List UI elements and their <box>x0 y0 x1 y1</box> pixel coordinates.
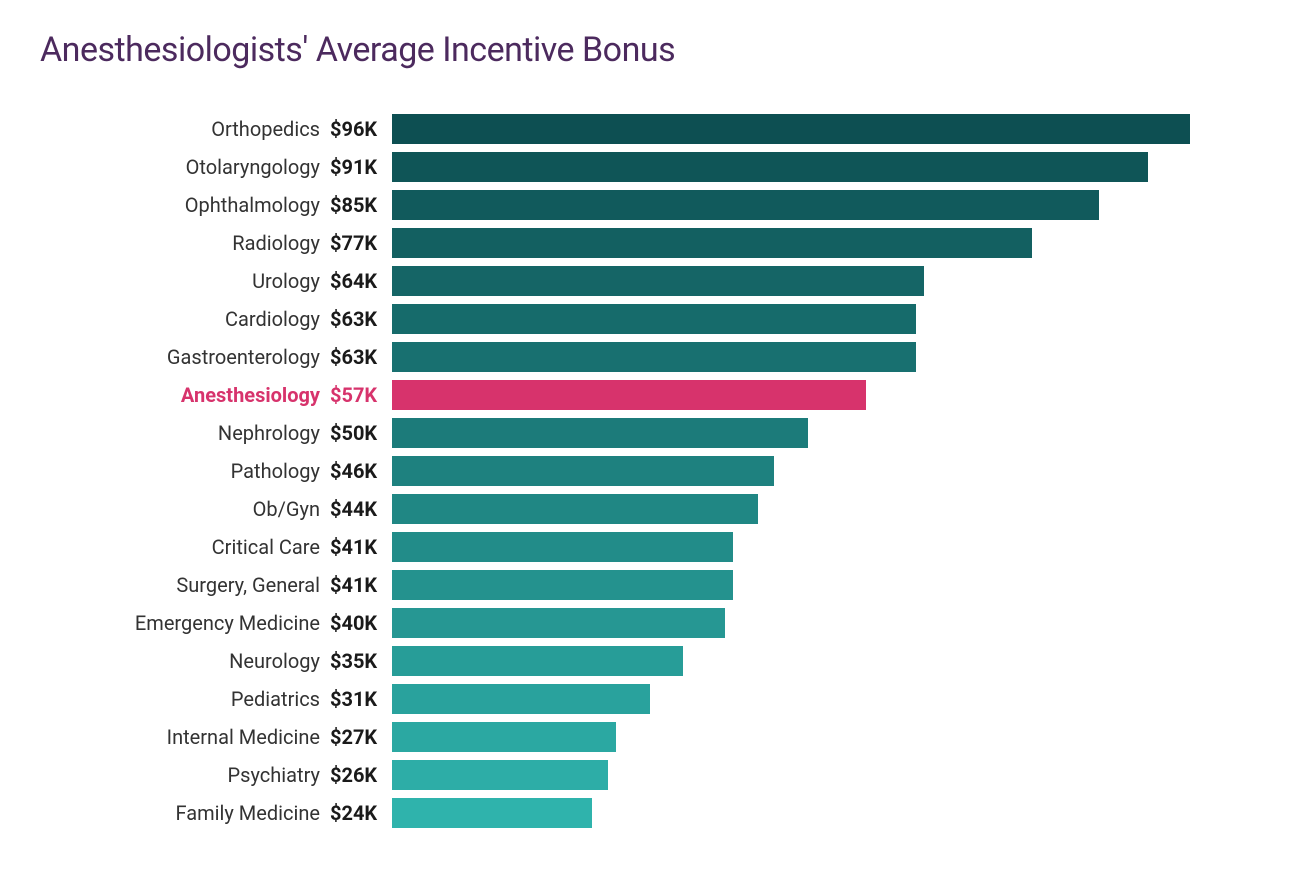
category-value: $77K <box>330 231 392 255</box>
category-label: Critical Care <box>40 535 330 559</box>
bar <box>392 342 916 372</box>
bar-container <box>392 304 1190 334</box>
category-value: $41K <box>330 535 392 559</box>
bar-container <box>392 646 1190 676</box>
chart-row: Gastroenterology$63K <box>40 338 1190 376</box>
chart-row: Pediatrics$31K <box>40 680 1190 718</box>
chart-row: Anesthesiology$57K <box>40 376 1190 414</box>
bar-container <box>392 456 1190 486</box>
bar-container <box>392 532 1190 562</box>
category-label: Emergency Medicine <box>40 611 330 635</box>
category-value: $64K <box>330 269 392 293</box>
chart-row: Otolaryngology$91K <box>40 148 1190 186</box>
category-label: Pediatrics <box>40 687 330 711</box>
bar-container <box>392 418 1190 448</box>
category-label: Ophthalmology <box>40 193 330 217</box>
bar-container <box>392 570 1190 600</box>
category-value: $57K <box>330 383 392 407</box>
chart-row: Family Medicine$24K <box>40 794 1190 832</box>
category-value: $63K <box>330 345 392 369</box>
bar <box>392 760 608 790</box>
category-label: Radiology <box>40 231 330 255</box>
category-value: $31K <box>330 687 392 711</box>
bar-chart: Orthopedics$96KOtolaryngology$91KOphthal… <box>40 110 1250 832</box>
chart-row: Ophthalmology$85K <box>40 186 1190 224</box>
chart-row: Orthopedics$96K <box>40 110 1190 148</box>
bar <box>392 532 733 562</box>
bar-container <box>392 494 1190 524</box>
bar <box>392 228 1032 258</box>
category-label: Internal Medicine <box>40 725 330 749</box>
category-value: $91K <box>330 155 392 179</box>
bar-container <box>392 608 1190 638</box>
category-label: Orthopedics <box>40 117 330 141</box>
category-value: $44K <box>330 497 392 521</box>
bar-container <box>392 152 1190 182</box>
category-value: $96K <box>330 117 392 141</box>
category-label: Otolaryngology <box>40 155 330 179</box>
category-label: Urology <box>40 269 330 293</box>
category-value: $40K <box>330 611 392 635</box>
category-value: $24K <box>330 801 392 825</box>
category-label: Nephrology <box>40 421 330 445</box>
category-value: $27K <box>330 725 392 749</box>
bar-highlighted <box>392 380 866 410</box>
bar <box>392 456 774 486</box>
chart-row: Internal Medicine$27K <box>40 718 1190 756</box>
bar <box>392 684 650 714</box>
bar-container <box>392 380 1190 410</box>
bar-container <box>392 342 1190 372</box>
bar-container <box>392 722 1190 752</box>
bar-container <box>392 798 1190 828</box>
category-label: Family Medicine <box>40 801 330 825</box>
chart-title: Anesthesiologists' Average Incentive Bon… <box>40 30 1250 70</box>
category-value: $26K <box>330 763 392 787</box>
chart-row: Ob/Gyn$44K <box>40 490 1190 528</box>
chart-row: Emergency Medicine$40K <box>40 604 1190 642</box>
bar <box>392 494 758 524</box>
chart-row: Cardiology$63K <box>40 300 1190 338</box>
chart-row: Pathology$46K <box>40 452 1190 490</box>
bar <box>392 608 725 638</box>
chart-row: Radiology$77K <box>40 224 1190 262</box>
chart-row: Neurology$35K <box>40 642 1190 680</box>
bar <box>392 722 616 752</box>
bar <box>392 304 916 334</box>
category-label: Pathology <box>40 459 330 483</box>
chart-row: Surgery, General$41K <box>40 566 1190 604</box>
bar <box>392 152 1148 182</box>
bar <box>392 646 683 676</box>
category-label: Cardiology <box>40 307 330 331</box>
bar <box>392 266 924 296</box>
category-value: $50K <box>330 421 392 445</box>
chart-row: Nephrology$50K <box>40 414 1190 452</box>
category-label: Neurology <box>40 649 330 673</box>
category-label: Gastroenterology <box>40 345 330 369</box>
bar <box>392 114 1190 144</box>
chart-row: Urology$64K <box>40 262 1190 300</box>
chart-row: Psychiatry$26K <box>40 756 1190 794</box>
chart-row: Critical Care$41K <box>40 528 1190 566</box>
category-value: $41K <box>330 573 392 597</box>
bar-container <box>392 760 1190 790</box>
bar-container <box>392 228 1190 258</box>
bar-container <box>392 190 1190 220</box>
bar-container <box>392 684 1190 714</box>
category-value: $35K <box>330 649 392 673</box>
category-label: Anesthesiology <box>40 383 330 407</box>
bar <box>392 798 592 828</box>
category-label: Ob/Gyn <box>40 497 330 521</box>
category-value: $85K <box>330 193 392 217</box>
bar <box>392 418 808 448</box>
bar <box>392 190 1099 220</box>
bar <box>392 570 733 600</box>
category-value: $46K <box>330 459 392 483</box>
category-label: Surgery, General <box>40 573 330 597</box>
category-value: $63K <box>330 307 392 331</box>
bar-container <box>392 114 1190 144</box>
bar-container <box>392 266 1190 296</box>
category-label: Psychiatry <box>40 763 330 787</box>
